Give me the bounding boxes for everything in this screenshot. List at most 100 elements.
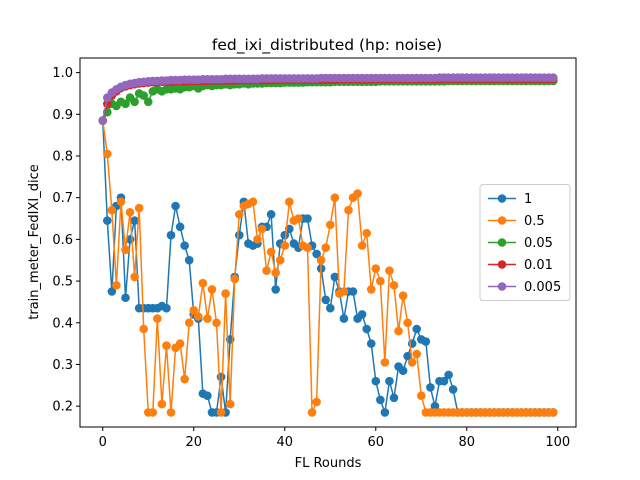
data-point <box>184 318 194 328</box>
data-point <box>403 318 412 328</box>
data-point <box>330 193 340 202</box>
legend-box <box>479 184 571 301</box>
data-point <box>107 205 117 215</box>
data-point <box>171 201 180 211</box>
data-point <box>330 272 340 282</box>
data-point <box>376 395 385 405</box>
data-point <box>285 197 294 207</box>
data-point <box>98 116 108 125</box>
data-point <box>216 372 226 382</box>
data-point <box>362 324 371 334</box>
data-point <box>412 349 422 359</box>
data-point <box>130 97 139 107</box>
data-point <box>325 303 335 313</box>
data-point <box>312 397 321 407</box>
legend-label: 0.01 <box>524 258 553 273</box>
data-point <box>121 99 130 109</box>
data-point <box>421 337 431 346</box>
data-point <box>366 285 376 294</box>
data-point <box>271 268 280 278</box>
data-point <box>548 73 558 82</box>
plot-area-frame <box>79 57 577 428</box>
data-point <box>130 216 139 225</box>
x-tick-label: 60 <box>368 435 385 450</box>
data-point <box>548 408 558 417</box>
data-point <box>385 376 394 386</box>
data-point <box>398 291 408 300</box>
y-tick-label: 0.8 <box>52 149 73 164</box>
data-point <box>271 285 280 294</box>
data-point <box>416 391 426 401</box>
y-tick-label: 0.3 <box>52 358 73 373</box>
y-tick-label: 0.4 <box>52 316 73 331</box>
data-point <box>198 278 208 288</box>
data-point <box>134 203 144 213</box>
data-point <box>321 295 331 305</box>
y-tick-label: 0.7 <box>52 191 73 206</box>
data-point <box>125 207 135 217</box>
data-point <box>371 264 381 273</box>
data-point <box>266 210 276 219</box>
data-point <box>162 341 171 350</box>
data-point <box>180 241 189 250</box>
data-point <box>175 339 185 348</box>
data-point <box>303 243 312 253</box>
data-point <box>148 408 158 417</box>
x-tick-label: 80 <box>459 435 476 450</box>
legend-label: 0.05 <box>524 236 553 251</box>
series-0.5 <box>98 116 558 417</box>
data-point <box>303 214 312 223</box>
data-point <box>394 326 403 336</box>
data-point <box>385 266 394 275</box>
data-point <box>103 149 112 159</box>
data-point <box>166 230 176 240</box>
y-tick-label: 0.2 <box>52 400 73 415</box>
data-point <box>248 197 258 207</box>
data-point <box>426 383 435 392</box>
data-point <box>280 241 290 250</box>
data-point <box>389 280 399 290</box>
x-tick-label: 100 <box>545 435 570 450</box>
legend-item: 1 <box>488 192 532 207</box>
data-point <box>157 399 167 409</box>
y-axis-title: train_meter_FedIXI_dice <box>27 164 42 319</box>
data-point <box>376 276 385 286</box>
x-axis-title: FL Rounds <box>295 456 362 471</box>
data-point <box>234 210 244 219</box>
data-point <box>325 220 335 230</box>
y-tick-label: 0.9 <box>52 108 73 123</box>
data-point <box>189 305 199 315</box>
x-tick-label: 20 <box>185 435 202 450</box>
legend: 1 0.5 0.05 0.01 0.005 <box>479 184 571 301</box>
data-point <box>412 324 422 334</box>
data-point <box>153 314 162 323</box>
data-point <box>253 235 262 244</box>
data-point <box>316 255 326 265</box>
data-point <box>107 287 117 296</box>
data-point <box>230 274 240 284</box>
data-point <box>139 91 149 100</box>
legend-label: 0.5 <box>524 214 545 229</box>
data-point <box>380 358 390 367</box>
legend-item: 0.005 <box>488 280 561 295</box>
series-layer <box>98 73 558 417</box>
data-point <box>307 408 317 417</box>
data-point <box>162 303 171 313</box>
data-point <box>194 312 203 321</box>
data-point <box>203 391 212 401</box>
data-point <box>280 230 290 240</box>
data-point <box>339 287 349 296</box>
data-point <box>380 408 390 417</box>
data-point <box>130 272 139 282</box>
legend-item: 0.5 <box>488 214 545 229</box>
data-point <box>184 255 194 265</box>
data-point <box>180 374 189 384</box>
legend-marker <box>497 216 507 225</box>
legend-label: 0.005 <box>524 280 561 295</box>
data-point <box>221 289 230 298</box>
series-0.005 <box>98 73 558 125</box>
legend-marker <box>497 194 507 203</box>
data-point <box>166 408 176 417</box>
data-point <box>103 216 112 225</box>
